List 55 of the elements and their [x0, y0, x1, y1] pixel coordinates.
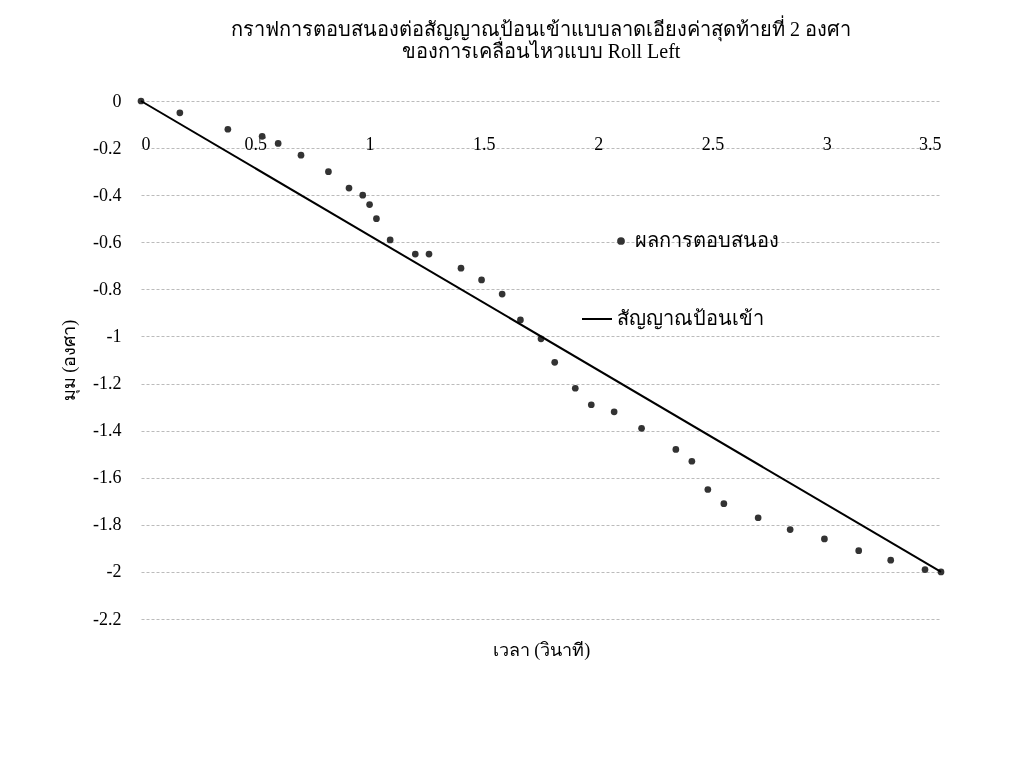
point	[720, 500, 728, 507]
point	[571, 384, 579, 392]
point	[297, 151, 305, 159]
point	[425, 250, 433, 258]
x-axis-title: เวลา (วินาที)	[492, 639, 591, 661]
point	[672, 446, 680, 453]
y-tick-label: -1.8	[93, 514, 122, 535]
x-tick-label: 2.5	[701, 133, 725, 154]
y-tick-label: 0	[112, 90, 122, 111]
point	[457, 264, 465, 272]
point	[638, 424, 645, 432]
y-tick-label: -1.4	[93, 420, 122, 441]
point	[921, 566, 929, 573]
point	[704, 486, 712, 493]
point	[345, 184, 353, 192]
point	[176, 109, 184, 117]
x-tick-label: 3	[822, 133, 832, 154]
point	[887, 556, 895, 564]
point	[274, 140, 282, 147]
x-tick-label: 1.5	[473, 133, 496, 154]
chart-title: กราฟการตอบสนองต่อสัญญาณป้อนเข้าแบบลาดเอียงค่าสุดท้ายที่ 2 องศา ของการเคลื่อนไหวแบบ Roll Left	[231, 15, 851, 62]
y-tick-label: -0.4	[93, 184, 122, 205]
point	[373, 215, 380, 223]
point	[366, 201, 373, 208]
x-tick-label: 2	[594, 133, 604, 154]
point	[359, 191, 367, 199]
y-tick-label: -0.6	[93, 231, 122, 252]
point	[386, 236, 394, 244]
point	[688, 457, 696, 465]
y-tick-label: -2	[106, 561, 122, 582]
point	[411, 250, 419, 258]
y-tick-label: -1	[106, 325, 122, 346]
point	[754, 514, 762, 522]
point	[517, 316, 524, 324]
y-tick-label: -0.2	[93, 137, 122, 158]
y-tick-label: -0.8	[93, 278, 122, 299]
x-tick-label: 0	[141, 133, 151, 154]
point	[551, 359, 559, 366]
point	[821, 535, 828, 543]
point	[855, 547, 863, 555]
point	[224, 125, 232, 133]
point	[478, 276, 485, 284]
y-tick-label: -1.6	[93, 467, 122, 488]
y-tick-label: -1.2	[93, 373, 122, 394]
point	[786, 526, 794, 533]
y-axis-title: มุม (องศา)	[59, 319, 81, 402]
x-tick-label: 1	[365, 133, 375, 154]
y-tick-label: -2.2	[93, 608, 122, 629]
point	[498, 290, 506, 298]
point	[587, 401, 595, 409]
legend-label: ผลการตอบสนอง	[635, 229, 779, 251]
legend-label: สัญญาณป้อนเข้า	[617, 307, 764, 330]
point	[610, 408, 618, 416]
point	[325, 168, 332, 175]
x-tick-label: 3.5	[919, 133, 942, 154]
